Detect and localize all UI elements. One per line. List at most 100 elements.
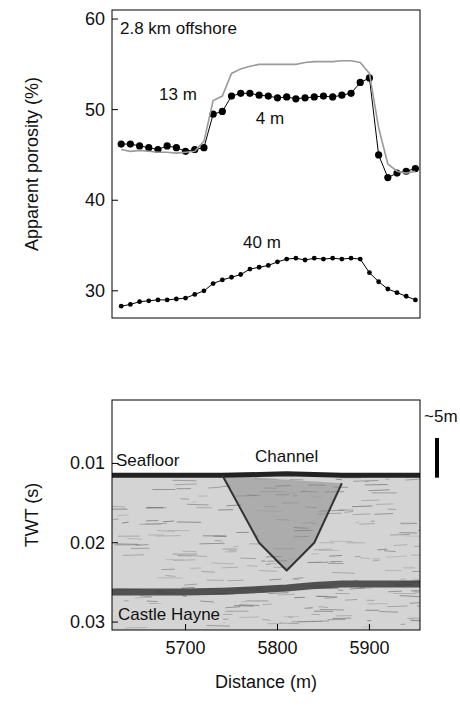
x-tick-label: 5800 [257,638,297,658]
texture [152,489,175,490]
texture [328,563,344,564]
y-tick-label: 40 [85,190,105,210]
texture [353,513,371,515]
series-label: Castle Hayne [118,605,220,624]
texture [385,446,392,448]
texture [250,466,269,467]
texture [403,449,420,451]
texture [306,400,321,402]
texture [213,536,226,537]
marker [219,108,226,115]
texture [401,535,420,537]
series-label: 4 m [256,109,284,128]
texture [145,420,154,421]
y-axis-title: TWT (s) [22,483,42,548]
texture [362,626,372,628]
texture [319,439,342,441]
y-tick-label: 0.03 [70,612,105,632]
marker [228,92,235,99]
texture [220,447,245,449]
texture [192,403,203,404]
texture [317,596,337,598]
texture [305,607,313,608]
texture [385,429,408,431]
texture [239,617,258,618]
texture [331,405,340,406]
texture [176,488,191,489]
texture [336,478,342,480]
texture [372,423,387,425]
texture [369,417,377,419]
y-tick [112,19,118,20]
texture [314,549,333,551]
texture [207,442,213,444]
texture [401,624,406,625]
marker [118,140,125,147]
marker [127,140,134,147]
texture [254,416,273,417]
texture [207,625,230,627]
texture [352,428,373,430]
texture [182,551,196,552]
texture [386,556,407,558]
texture [410,620,420,622]
marker [274,94,281,101]
texture [165,405,170,407]
marker [165,297,170,302]
texture [353,480,378,482]
texture [394,544,408,546]
series-line [121,258,415,306]
texture [385,479,389,480]
marker [164,142,171,149]
texture [157,403,175,404]
texture [339,439,350,441]
marker [413,297,418,302]
texture [415,451,420,453]
series-label: Channel [255,447,318,466]
texture [388,591,402,593]
texture [410,602,420,604]
texture [314,611,333,612]
marker [248,267,253,272]
texture [250,543,260,544]
marker [347,90,354,97]
series-label: Seafloor [116,451,180,470]
marker [384,174,391,181]
texture [355,556,361,558]
texture [201,571,215,573]
texture [360,443,365,445]
texture [320,609,344,611]
series-group [112,400,420,630]
texture [383,401,394,403]
texture [377,407,401,408]
texture [366,600,374,601]
texture [381,468,395,470]
texture [112,506,125,508]
texture [274,432,285,433]
marker [367,270,372,275]
marker [357,79,364,86]
marker [376,279,381,284]
texture [113,509,128,510]
texture [346,542,365,543]
marker [265,92,272,99]
y-tick-label: 30 [85,281,105,301]
marker [136,142,143,149]
texture [236,532,249,533]
texture [275,403,280,404]
texture [312,553,319,554]
texture [343,414,353,415]
texture [348,429,367,430]
texture [371,520,375,521]
texture [414,591,420,592]
texture [161,569,175,570]
series-label: 40 m [243,233,281,252]
marker [338,92,345,99]
plot-frame [112,400,420,630]
texture [113,423,139,424]
texture [294,577,304,579]
texture [412,578,420,580]
marker [293,256,298,261]
texture [246,455,255,457]
texture [118,536,140,537]
